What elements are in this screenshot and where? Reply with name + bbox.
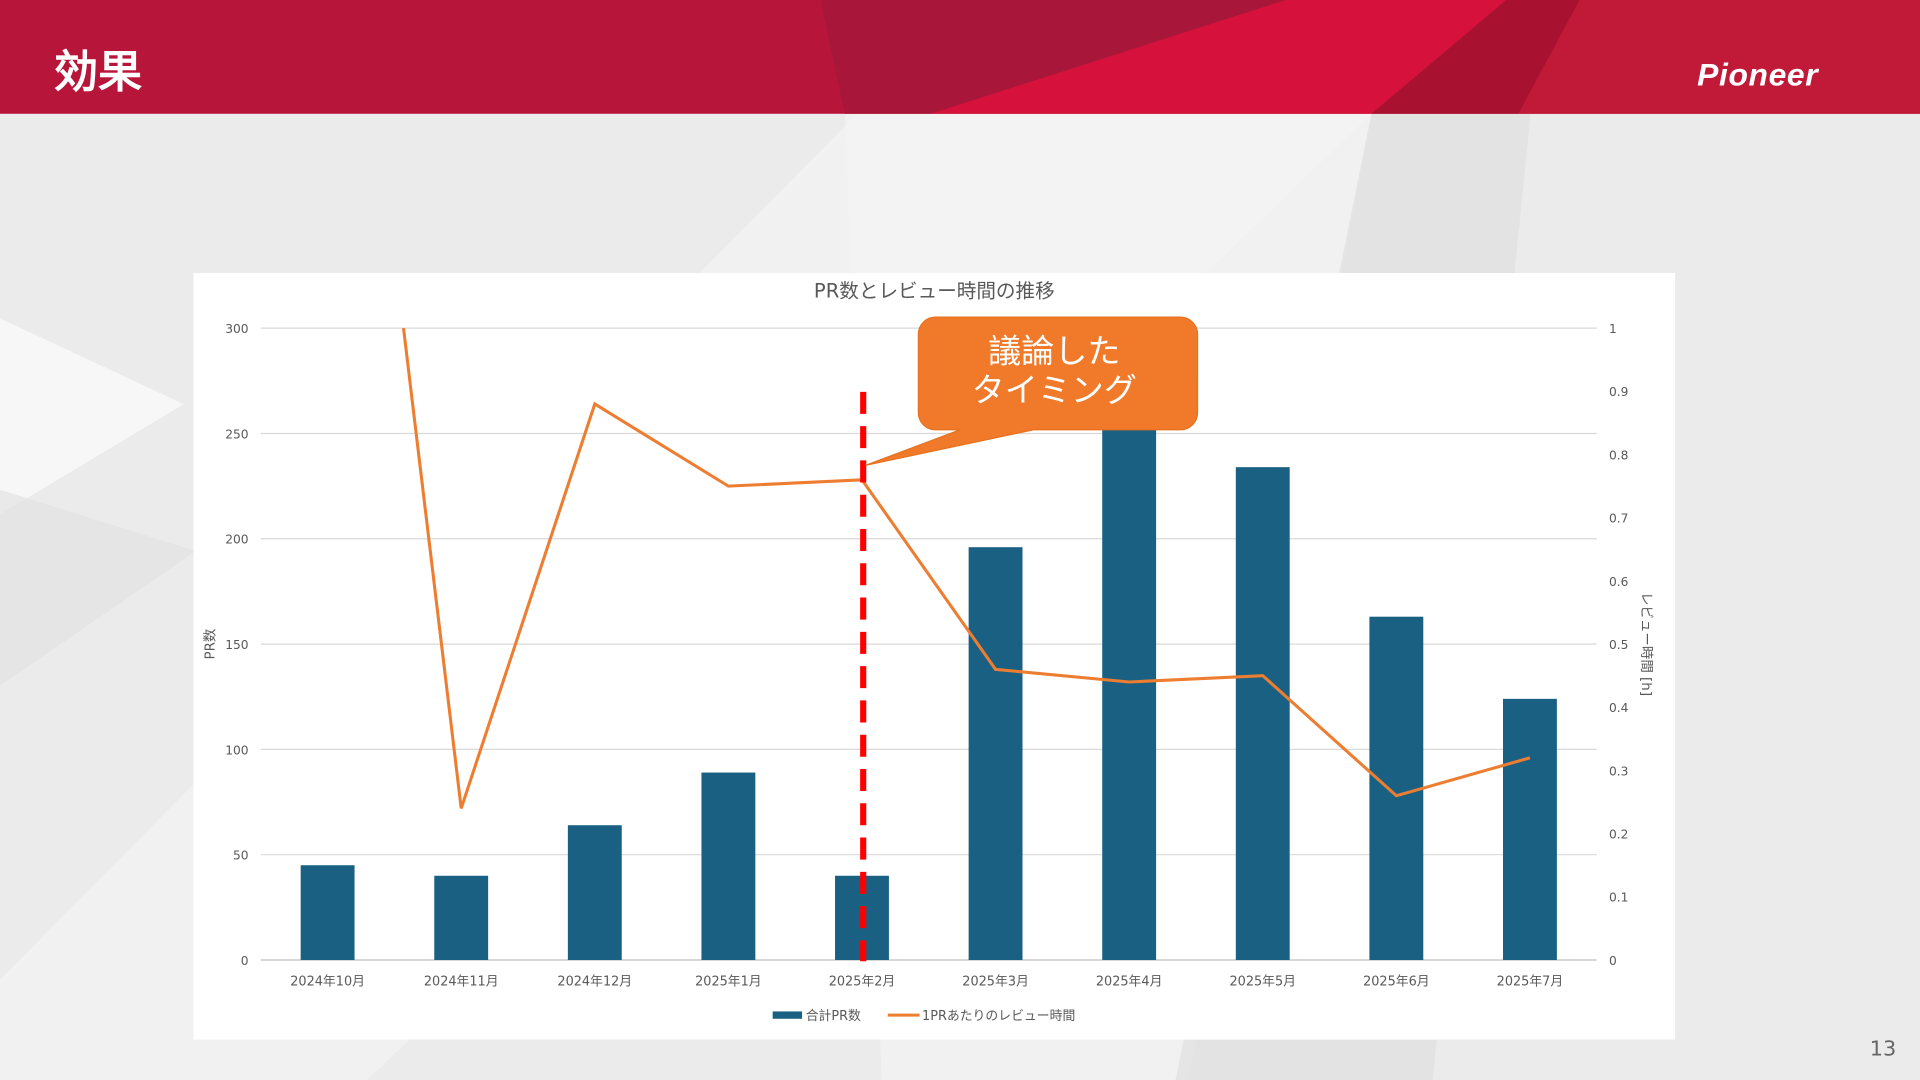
legend-label-line: 1PRあたりのレビュー時間 (922, 1009, 1075, 1024)
y-right-tick-label: 0.8 (1609, 448, 1628, 462)
legend-label-bar: 合計PR数 (806, 1008, 861, 1024)
legend-swatch-bar (772, 1011, 803, 1019)
y-right-tick-label: 0.1 (1609, 891, 1628, 905)
callout-text-line1: 議論した (988, 331, 1120, 370)
combo-chart: PR数とレビュー時間の推移 0 50 100 150 200 250 300 0 0.1 0.2 0.… (202, 280, 1654, 1024)
y-tick-label: 200 (225, 533, 248, 547)
y-right-tick-label: 0.7 (1609, 512, 1628, 526)
y-right-tick-label: 0 (1609, 954, 1617, 968)
x-tick-label: 2024年10月 (290, 975, 365, 990)
x-tick-label: 2025年6月 (1363, 975, 1430, 990)
y-right-tick-label: 1 (1609, 322, 1617, 336)
x-tick-label: 2025年3月 (962, 975, 1029, 990)
x-tick-label: 2024年11月 (424, 975, 499, 990)
bar-2025年1月 (701, 772, 756, 961)
slide-title: 効果 (53, 47, 143, 98)
y-tick-label: 150 (225, 638, 248, 652)
y-tick-label: 300 (225, 322, 248, 336)
y-right-tick-label: 0.5 (1609, 638, 1628, 652)
x-tick-label: 2025年2月 (829, 975, 896, 990)
chart-container: PR数とレビュー時間の推移 0 50 100 150 200 250 300 0 0.1 0.2 0.… (193, 273, 1676, 1040)
callout-bubble (865, 316, 1199, 466)
chart-title: PR数とレビュー時間の推移 (814, 280, 1055, 303)
y-right-axis-label: レビュー時間 [h] (1638, 592, 1654, 696)
y-right-tick-label: 0.3 (1609, 764, 1628, 778)
y-tick-label: 50 (233, 849, 249, 863)
x-tick-label: 2025年7月 (1497, 975, 1564, 990)
bar-2025年5月 (1235, 467, 1290, 961)
x-tick-label: 2024年12月 (557, 975, 632, 990)
y-tick-label: 100 (225, 743, 248, 757)
y-right-tick-label: 0.2 (1609, 828, 1628, 842)
slide-header: 効果 Pioneer (0, 0, 1920, 114)
bar-2024年12月 (567, 825, 622, 961)
bar-2024年11月 (434, 875, 489, 961)
bar-2025年3月 (968, 547, 1023, 961)
bar-2024年10月 (300, 865, 355, 961)
y-right-tick-label: 0.4 (1609, 701, 1629, 715)
x-tick-label: 2025年5月 (1229, 975, 1296, 990)
x-tick-label: 2025年4月 (1096, 975, 1163, 990)
bar-2025年6月 (1369, 616, 1424, 961)
y-tick-label: 250 (225, 427, 248, 441)
y-right-tick-label: 0.9 (1609, 385, 1628, 399)
y-axis-label: PR数 (202, 628, 218, 659)
bar-2025年7月 (1503, 698, 1557, 961)
line-series-review-time (401, 328, 1531, 809)
callout-text-line2: タイミング (972, 371, 1137, 410)
y-right-tick-label: 0.6 (1609, 575, 1629, 589)
pioneer-logo: Pioneer (1697, 56, 1819, 94)
x-tick-label: 2025年1月 (695, 975, 762, 990)
y-tick-label: 0 (241, 954, 249, 968)
page-number: 13 (1869, 1037, 1897, 1062)
